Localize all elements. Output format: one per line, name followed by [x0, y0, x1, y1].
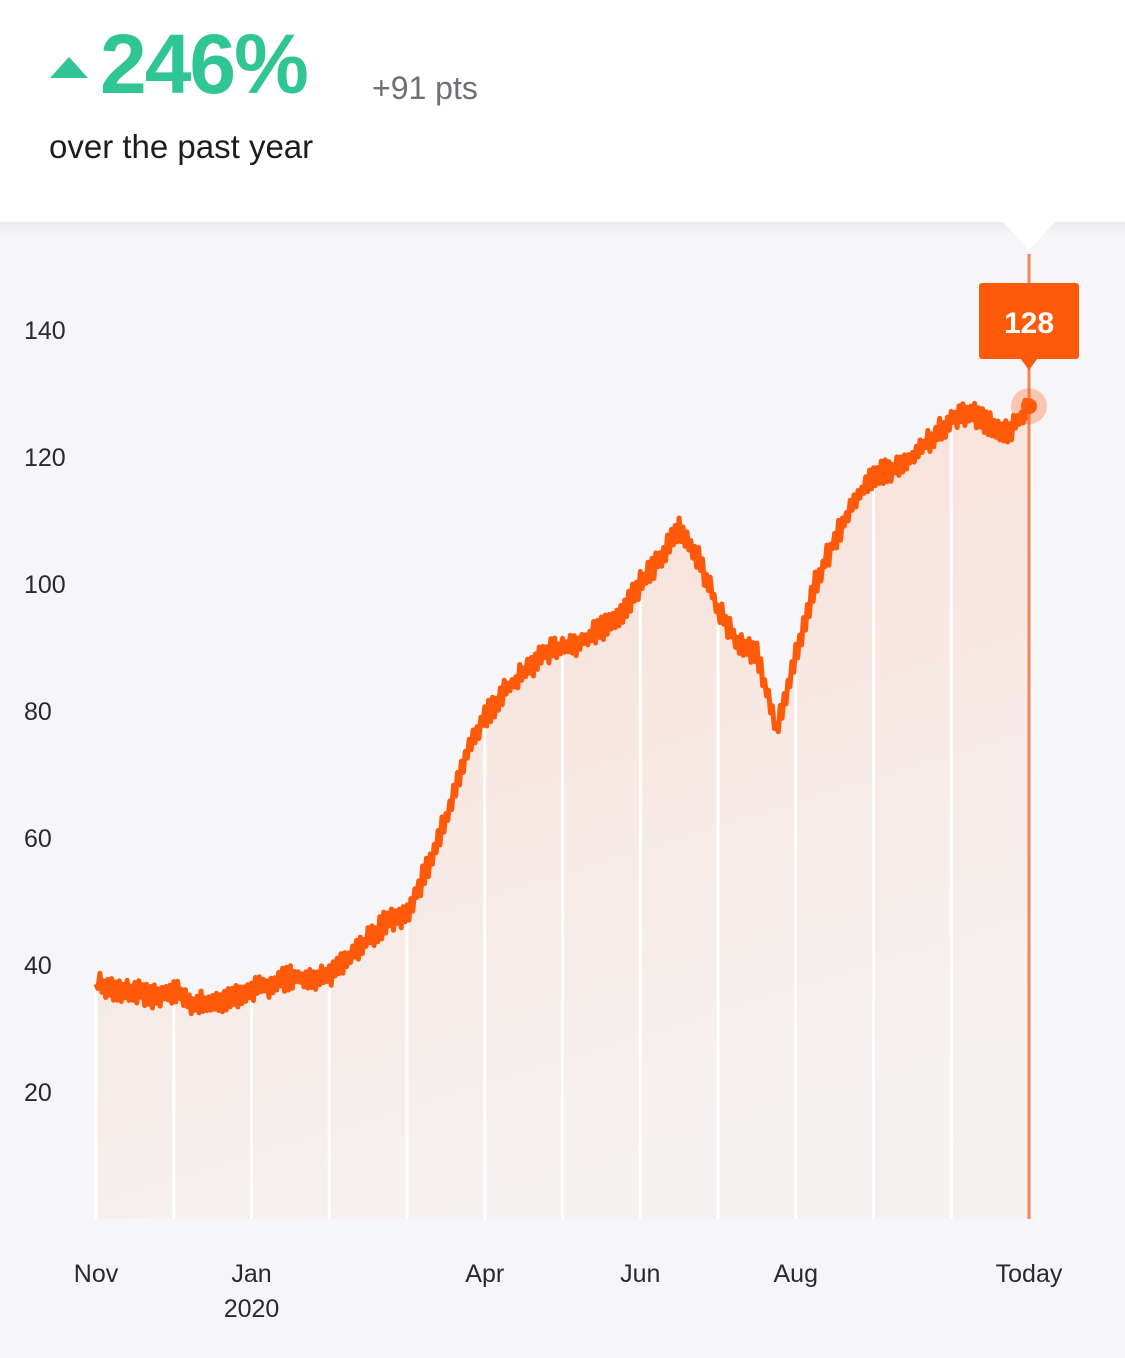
period-label: over the past year — [49, 128, 314, 165]
tooltip-value: 128 — [1004, 307, 1054, 340]
series-line — [93, 397, 1032, 1017]
y-tick-label: 40 — [24, 952, 52, 980]
change-percent: 246% — [100, 17, 309, 111]
x-tick-label: Nov — [74, 1260, 119, 1288]
y-tick-label: 60 — [24, 825, 52, 853]
trend-up-icon — [50, 57, 88, 78]
y-tick-label: 80 — [24, 698, 52, 726]
x-tick-sublabel: 2020 — [224, 1295, 280, 1323]
marker-dot[interactable] — [1021, 398, 1037, 415]
y-tick-label: 20 — [24, 1079, 52, 1107]
x-tick-label: Aug — [774, 1260, 818, 1288]
x-tick-label: Apr — [465, 1260, 504, 1288]
y-tick-label: 120 — [24, 444, 66, 472]
cursor-notch — [1003, 222, 1055, 250]
y-tick-label: 100 — [24, 571, 66, 599]
x-tick-label: Jun — [620, 1260, 660, 1288]
summary-header: 246% +91 pts over the past year — [0, 0, 1125, 222]
x-tick-label: Jan — [231, 1260, 271, 1288]
x-tick-label: Today — [996, 1260, 1063, 1288]
change-points: +91 pts — [372, 70, 478, 106]
tooltip-box — [979, 283, 1079, 359]
y-tick-label: 140 — [24, 317, 66, 345]
tooltip-pointer — [1020, 358, 1038, 370]
